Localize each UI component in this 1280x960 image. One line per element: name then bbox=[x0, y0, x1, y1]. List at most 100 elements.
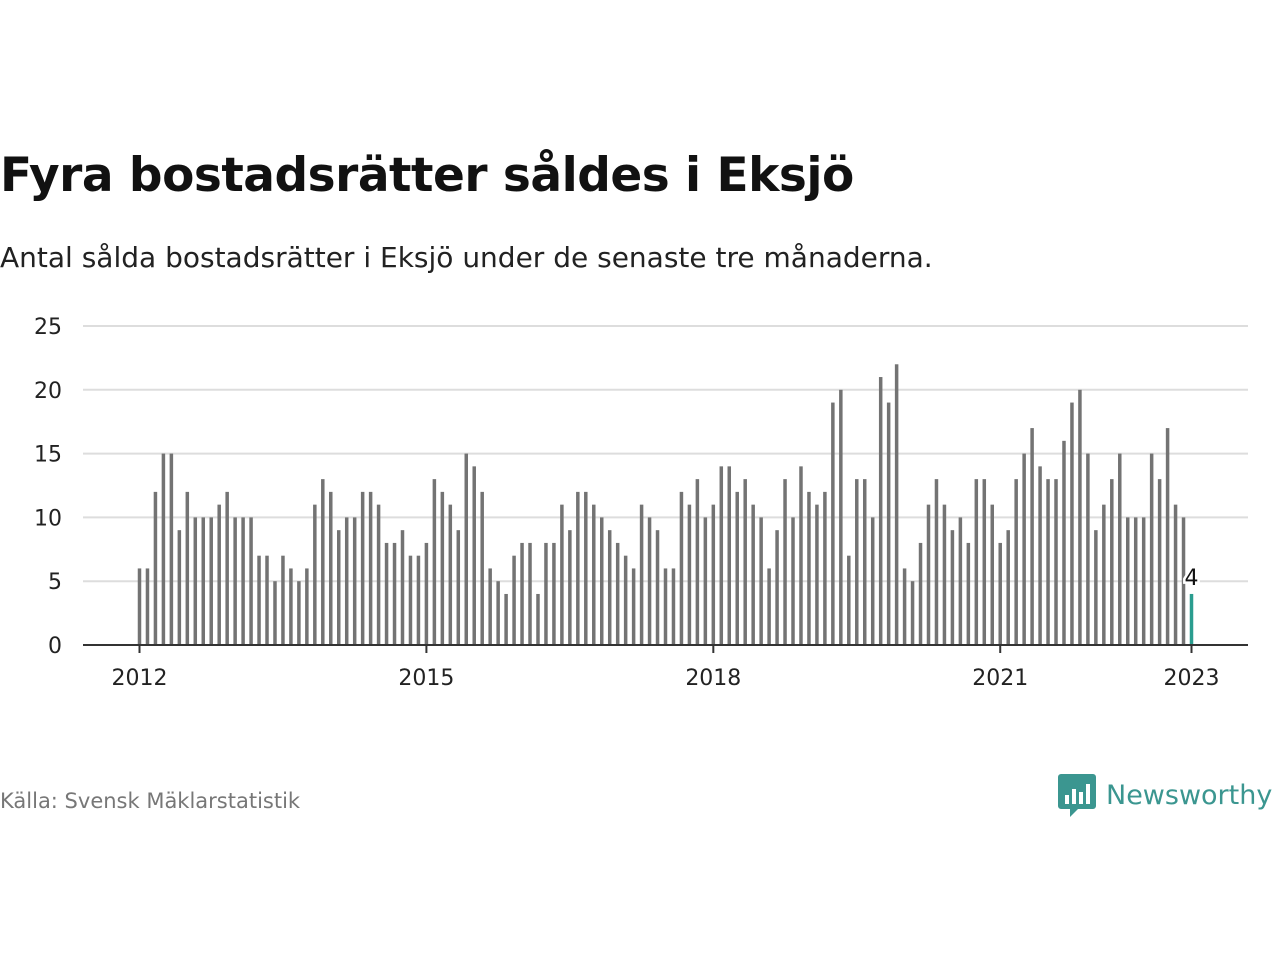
bar bbox=[759, 517, 763, 645]
bar bbox=[193, 517, 198, 645]
x-tick-label: 2018 bbox=[685, 666, 741, 691]
bar bbox=[687, 504, 692, 645]
bar bbox=[695, 479, 700, 645]
bar bbox=[169, 453, 174, 645]
bar bbox=[1070, 402, 1074, 645]
y-tick-label: 20 bbox=[34, 379, 62, 404]
bar bbox=[934, 479, 939, 645]
bar bbox=[918, 542, 923, 645]
bar bbox=[400, 530, 405, 645]
y-tick-label: 25 bbox=[34, 315, 62, 340]
bar bbox=[281, 555, 285, 645]
bar bbox=[735, 491, 739, 645]
bar bbox=[137, 568, 142, 645]
bar bbox=[305, 568, 309, 645]
bar bbox=[878, 377, 883, 645]
bar bbox=[241, 517, 245, 645]
bar bbox=[966, 542, 971, 645]
bar bbox=[615, 542, 620, 645]
bar bbox=[344, 517, 349, 645]
bar bbox=[257, 555, 261, 645]
bars bbox=[137, 364, 1194, 645]
bar bbox=[1133, 517, 1138, 645]
bar bbox=[496, 581, 500, 645]
bar bbox=[990, 504, 995, 645]
bar bbox=[313, 504, 317, 645]
bar bbox=[488, 568, 492, 645]
bar bbox=[177, 530, 182, 645]
bar bbox=[544, 542, 548, 645]
bar bbox=[751, 504, 755, 645]
bar bbox=[815, 504, 819, 645]
bar bbox=[392, 542, 397, 645]
bar bbox=[855, 479, 859, 645]
bar bbox=[416, 555, 421, 645]
brand-logo[interactable]: Newsworthy bbox=[1058, 772, 1272, 818]
bar bbox=[711, 504, 716, 645]
newsworthy-logo-icon bbox=[1058, 774, 1096, 817]
bar bbox=[1022, 453, 1026, 645]
x-axis: 2012 2015 2018 2021 2023 bbox=[83, 644, 1248, 691]
bar bbox=[1014, 479, 1018, 645]
bar bbox=[360, 491, 365, 645]
bar bbox=[1086, 453, 1090, 645]
bar bbox=[807, 491, 811, 645]
bar bbox=[671, 568, 676, 645]
y-axis-labels: 0 5 10 15 20 25 bbox=[34, 315, 62, 659]
bar bbox=[950, 530, 955, 645]
bar bbox=[902, 568, 907, 645]
bar bbox=[886, 402, 891, 645]
bar bbox=[1173, 504, 1178, 645]
bar bbox=[1094, 530, 1098, 645]
bar bbox=[432, 479, 437, 645]
bar bbox=[1078, 389, 1082, 645]
bar bbox=[799, 466, 803, 645]
bar bbox=[1030, 428, 1034, 645]
x-tick-label: 2012 bbox=[112, 666, 168, 691]
bar bbox=[472, 466, 476, 645]
bar bbox=[1006, 530, 1010, 645]
bar bbox=[352, 517, 357, 645]
highlight-data-label: 4 bbox=[1185, 566, 1199, 591]
bar bbox=[703, 517, 708, 645]
bar bbox=[297, 581, 301, 645]
source-note: Källa: Svensk Mäklarstatistik bbox=[0, 789, 301, 813]
bar bbox=[321, 479, 325, 645]
bar bbox=[647, 517, 652, 645]
chart-subtitle: Antal sålda bostadsrätter i Eksjö under … bbox=[0, 241, 933, 274]
bar bbox=[520, 542, 524, 645]
bar bbox=[448, 504, 453, 645]
bar bbox=[719, 466, 724, 645]
bar bbox=[249, 517, 253, 645]
bar bbox=[584, 491, 588, 645]
bar bbox=[209, 517, 213, 645]
bar bbox=[910, 581, 915, 645]
y-tick-label: 0 bbox=[48, 634, 62, 659]
bar bbox=[1149, 453, 1154, 645]
bar bbox=[408, 555, 413, 645]
bar bbox=[233, 517, 237, 645]
bar bbox=[631, 568, 636, 645]
bar bbox=[862, 479, 867, 645]
x-tick-label: 2021 bbox=[972, 666, 1028, 691]
bar bbox=[1038, 466, 1042, 645]
bar bbox=[376, 504, 381, 645]
bar bbox=[368, 491, 373, 645]
bar bbox=[1054, 479, 1058, 645]
bar bbox=[783, 479, 787, 645]
bar bbox=[185, 491, 190, 645]
bar bbox=[201, 517, 206, 645]
x-tick-label: 2015 bbox=[398, 666, 454, 691]
bar bbox=[1110, 479, 1114, 645]
bar bbox=[512, 555, 516, 645]
bar bbox=[847, 555, 851, 645]
bar bbox=[560, 504, 564, 645]
bar bbox=[145, 568, 150, 645]
bar bbox=[894, 364, 899, 645]
bar bbox=[599, 517, 604, 645]
bar bbox=[1046, 479, 1050, 645]
brand-name: Newsworthy bbox=[1106, 779, 1273, 811]
bar bbox=[942, 504, 947, 645]
bar bbox=[1157, 479, 1162, 645]
bar bbox=[536, 593, 540, 645]
